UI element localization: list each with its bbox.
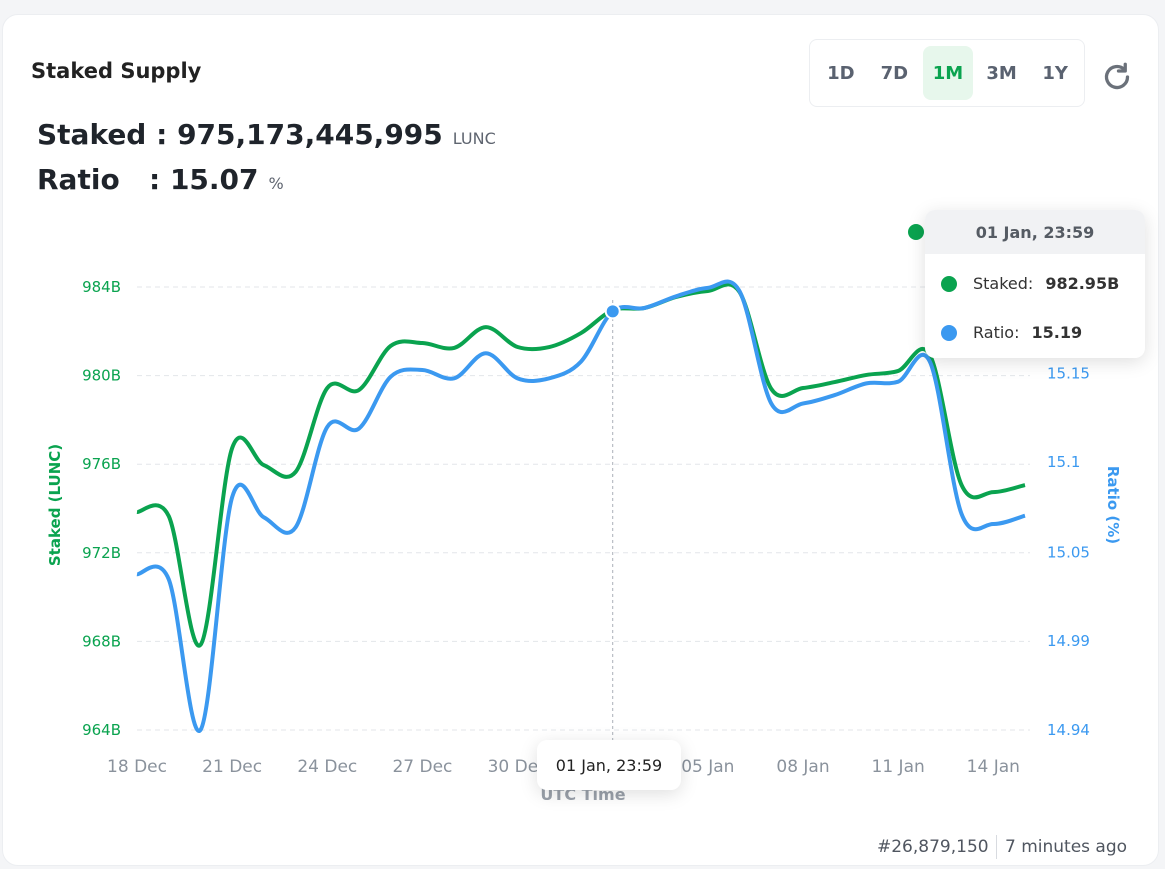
y-tick-label: 984B <box>82 278 121 296</box>
tooltip-label: Ratio: <box>973 323 1020 342</box>
hover-point <box>908 224 924 240</box>
x-tick-label: 18 Dec <box>107 757 167 777</box>
stat-label: Ratio <box>37 163 120 196</box>
stat-staked: Staked : 975,173,445,995 LUNC <box>37 118 496 151</box>
refresh-button[interactable] <box>1099 59 1135 95</box>
series-line <box>136 282 1026 648</box>
range-button[interactable]: 1M <box>923 46 973 100</box>
stat-unit: % <box>268 174 284 193</box>
y-axis-title: Staked (LUNC) <box>46 444 64 566</box>
y-tick-label: 964B <box>82 721 121 739</box>
x-tick-label: 27 Dec <box>392 757 452 777</box>
y2-tick-label: 15.15 <box>1047 364 1090 382</box>
divider <box>996 835 997 859</box>
tooltip-value: 982.95B <box>1045 274 1120 293</box>
stat-unit: LUNC <box>452 129 496 148</box>
y2-tick-label: 14.94 <box>1047 721 1090 739</box>
y2-tick-label: 14.99 <box>1047 632 1090 650</box>
tooltip-title: 01 Jan, 23:59 <box>925 210 1145 254</box>
x-tick-label: 21 Dec <box>202 757 262 777</box>
tooltip: 01 Jan, 23:59 Staked: 982.95B Ratio: 15.… <box>925 210 1145 358</box>
range-button[interactable]: 3M <box>986 62 1017 84</box>
x-tick-label: 24 Dec <box>297 757 357 777</box>
stat-label: Staked <box>37 118 147 151</box>
legend-dot <box>941 275 957 292</box>
stat-value: 975,173,445,995 <box>177 118 443 151</box>
y2-tick-label: 15.05 <box>1047 543 1090 561</box>
y-tick-label: 972B <box>82 544 121 562</box>
stat-value: 15.07 <box>169 163 259 196</box>
x-tick-label: 11 Jan <box>872 757 925 777</box>
range-button[interactable]: 1D <box>827 62 855 84</box>
x-tick-label: 05 Jan <box>681 757 734 777</box>
x-tick-label: 08 Jan <box>776 757 829 777</box>
tooltip-row: Staked: 982.95B <box>941 274 1119 293</box>
x-tick-label: 30 Dec <box>488 757 548 777</box>
block-height: #26,879,150 <box>877 837 989 857</box>
y-tick-label: 976B <box>82 455 121 473</box>
card-title: Staked Supply <box>31 59 202 83</box>
hover-point <box>604 303 621 320</box>
range-button[interactable]: 7D <box>880 62 909 84</box>
range-button[interactable]: 1Y <box>1042 62 1068 84</box>
x-tooltip: 01 Jan, 23:59 <box>537 740 681 790</box>
y-tick-label: 968B <box>82 632 121 650</box>
stat-separator: : <box>156 118 168 151</box>
range-selector: 1D 7D 1M 3M 1Y <box>809 39 1085 107</box>
x-tick-label: 14 Jan <box>967 757 1020 777</box>
updated-age: 7 minutes ago <box>1005 837 1128 857</box>
tooltip-row: Ratio: 15.19 <box>941 323 1082 342</box>
stat-ratio: Ratio: 15.07% <box>37 163 284 196</box>
tooltip-label: Staked: <box>973 274 1034 293</box>
tooltip-value: 15.19 <box>1031 323 1083 342</box>
y2-axis-title: Ratio (%) <box>1104 466 1122 544</box>
y-tick-label: 980B <box>82 367 121 385</box>
series-line <box>136 279 1026 733</box>
legend-dot <box>941 324 957 341</box>
y2-tick-label: 15.1 <box>1047 453 1080 471</box>
stat-separator: : <box>149 163 161 196</box>
